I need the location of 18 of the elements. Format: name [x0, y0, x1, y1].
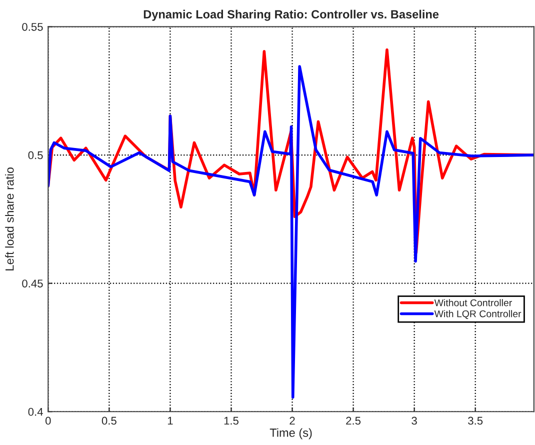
x-tick-label: 0.5 [102, 416, 116, 425]
x-tick-label: 2 [290, 416, 295, 425]
y-tick-label: 0.5 [28, 151, 43, 160]
x-tick-label: 1 [168, 416, 173, 425]
x-tick-label: 2.5 [346, 416, 361, 425]
x-tick-label: 0 [45, 416, 51, 425]
chart-title: Dynamic Load Sharing Ratio: Controller vs. Baseline [144, 10, 439, 21]
y-tick-label: 0.4 [28, 408, 43, 416]
y-axis-title: Left load share ratio [5, 167, 14, 270]
line-series [48, 65, 534, 399]
y-tick-label: 0.45 [22, 280, 43, 288]
x-axis-title: Time (s) [270, 428, 312, 440]
legend-label: With LQR Controller [434, 310, 522, 319]
x-tick-label: 3.5 [468, 416, 483, 425]
x-tick-label: 3 [412, 416, 417, 425]
legend-label: Without Controller [434, 299, 512, 306]
x-tick-label: 1.5 [224, 416, 238, 425]
y-tick-label: 0.55 [22, 22, 43, 31]
